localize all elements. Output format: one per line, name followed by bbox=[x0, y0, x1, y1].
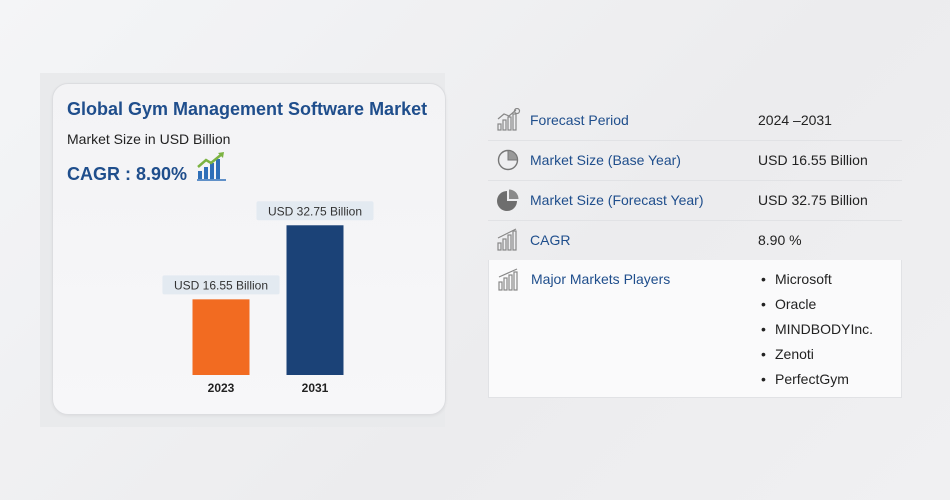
row-value: USD 16.55 Billion bbox=[758, 152, 868, 168]
row-label: Market Size (Forecast Year) bbox=[530, 192, 704, 208]
players-list: Microsoft Oracle MINDBODYInc. Zenoti Per… bbox=[761, 270, 873, 395]
table-row: CAGR 8.90 % bbox=[488, 220, 902, 261]
row-value: USD 32.75 Billion bbox=[758, 192, 868, 208]
data-label: USD 32.75 Billion bbox=[268, 204, 362, 218]
chart-title: Global Gym Management Software Market bbox=[67, 99, 428, 119]
list-item: Zenoti bbox=[761, 345, 873, 370]
row-label: CAGR bbox=[530, 232, 571, 248]
growth-chart-icon bbox=[197, 152, 226, 181]
market-summary-table: Forecast Period 2024 –2031 Market Size (… bbox=[488, 100, 902, 398]
data-label-bg bbox=[162, 275, 280, 295]
row-value: 8.90 % bbox=[758, 232, 802, 248]
players-bars-icon bbox=[498, 268, 518, 291]
forecast-chart-icon bbox=[497, 108, 521, 131]
cagr-bars-icon bbox=[497, 228, 517, 251]
bar-chart: USD 16.55 Billion 2023 USD 32.75 Billion 20… bbox=[162, 201, 374, 395]
chart-card: Global Gym Management Software Market Ma… bbox=[52, 83, 446, 415]
x-tick-label: 2031 bbox=[302, 381, 329, 395]
chart-subtitle: Market Size in USD Billion bbox=[67, 131, 231, 147]
table-row: Market Size (Base Year) USD 16.55 Billio… bbox=[488, 140, 902, 181]
list-item: PerfectGym bbox=[761, 370, 873, 395]
list-item: Oracle bbox=[761, 295, 873, 320]
pie-filled-icon bbox=[497, 189, 519, 211]
table-row: Forecast Period 2024 –2031 bbox=[488, 100, 902, 141]
bar-2031 bbox=[286, 225, 344, 375]
bar-2023 bbox=[192, 299, 250, 375]
data-label: USD 16.55 Billion bbox=[174, 278, 268, 292]
data-label-bg bbox=[256, 201, 374, 221]
row-label: Major Markets Players bbox=[531, 271, 671, 287]
row-label: Forecast Period bbox=[530, 112, 629, 128]
pie-outline-icon bbox=[497, 149, 519, 171]
row-value: 2024 –2031 bbox=[758, 112, 832, 128]
list-item: Microsoft bbox=[761, 270, 873, 295]
x-tick-label: 2023 bbox=[208, 381, 235, 395]
list-item: MINDBODYInc. bbox=[761, 320, 873, 345]
row-label: Market Size (Base Year) bbox=[530, 152, 681, 168]
table-row: Market Size (Forecast Year) USD 32.75 Bi… bbox=[488, 180, 902, 221]
cagr-value: CAGR : 8.90% bbox=[67, 164, 188, 184]
table-row-players: Major Markets Players Microsoft Oracle M… bbox=[488, 260, 902, 398]
